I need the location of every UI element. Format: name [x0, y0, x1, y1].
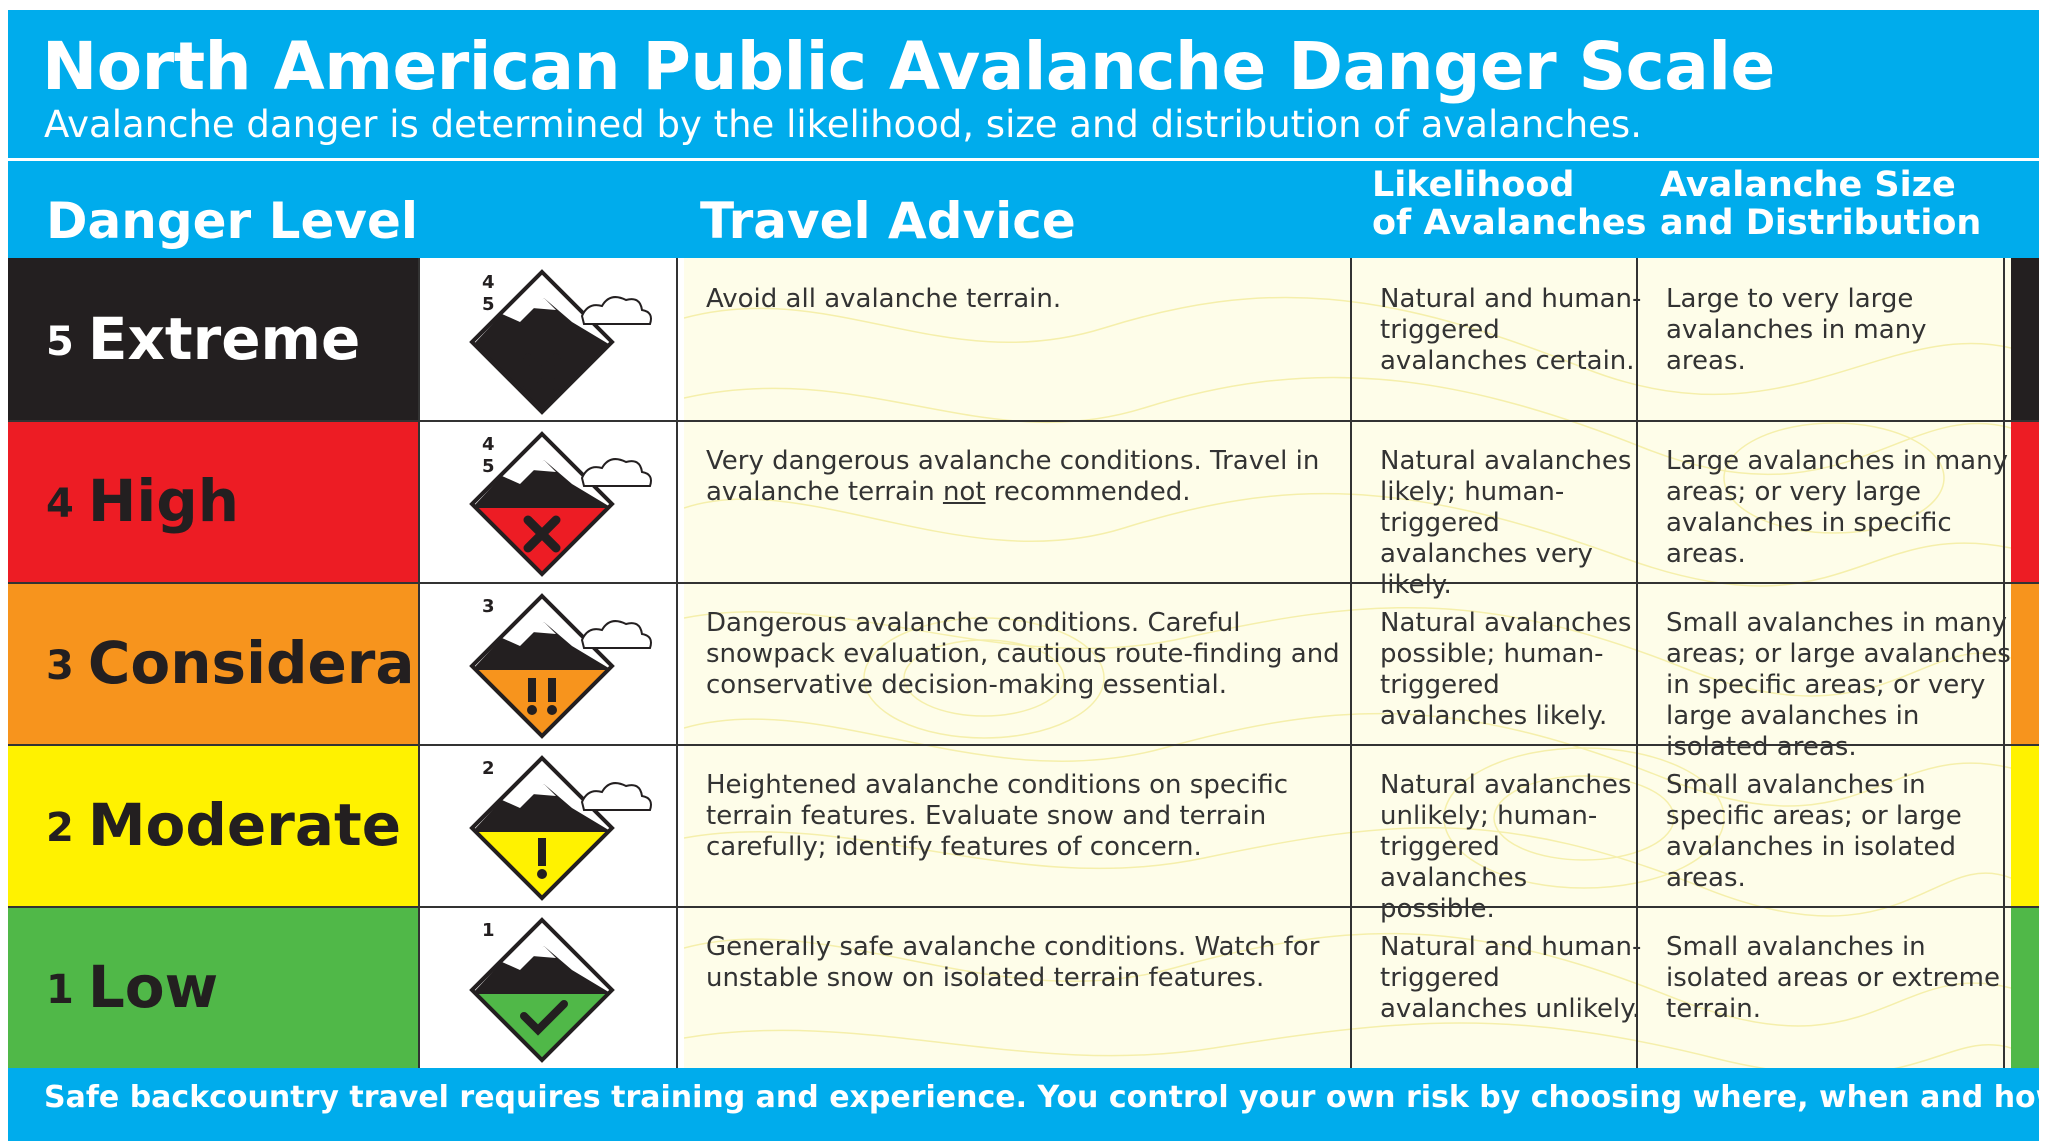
footer-note: Safe backcountry travel requires trainin… [44, 1080, 2047, 1115]
cloud-icon [580, 458, 652, 487]
danger-level-name: Low [87, 953, 219, 1021]
cloud-icon [580, 782, 652, 811]
likelihood-text: Natural avalanches likely; human-trigger… [1380, 446, 1632, 600]
icon-level-label: 3 [482, 596, 495, 617]
size-distribution-text: Small avalanches in isolated areas or ex… [1666, 932, 2001, 1024]
likelihood-text: Natural and human-triggered avalanches u… [1380, 932, 1642, 1024]
header-danger-level: Danger Level [46, 192, 419, 250]
considerable-double-exclamation-icon: 3 [469, 593, 652, 739]
cloud-icon [580, 620, 652, 649]
danger-level-cell: 5 Extreme [8, 258, 420, 420]
danger-icon-cell: 2 [420, 744, 684, 906]
danger-level-number: 1 [46, 967, 74, 1013]
divider-v-4 [1636, 258, 1638, 1068]
low-checkmark-icon: 1 [469, 917, 615, 1063]
size-distribution-text: Small avalanches in specific areas; or l… [1666, 770, 1962, 893]
size-distribution-text: Small avalanches in many areas; or large… [1666, 608, 2011, 762]
danger-level-name: High [87, 467, 240, 535]
moderate-exclamation-icon: 2 [469, 755, 652, 901]
danger-color-strip [2011, 420, 2039, 582]
danger-row-moderate: 2 Moderate 2 Heightened avalanche condit… [8, 744, 2039, 924]
title-divider [8, 158, 2039, 161]
danger-icon-cell: 1 [420, 906, 684, 1068]
size-distribution-text: Large to very large avalanches in many a… [1666, 284, 1927, 376]
high-x-icon: 45 [469, 431, 652, 577]
danger-icon-cell: 3 [420, 582, 684, 744]
header-likelihood: Likelihood of Avalanches [1372, 166, 1647, 242]
icon-level-label-2: 5 [482, 456, 495, 477]
travel-advice-text: Generally safe avalanche conditions. Wat… [706, 932, 1320, 993]
danger-level-number: 4 [46, 481, 74, 527]
extreme-x-icon: 45 [469, 269, 652, 415]
danger-level-cell: 1 Low [8, 906, 420, 1068]
danger-level-number: 2 [46, 805, 74, 851]
icon-level-label: 4 [482, 272, 495, 293]
danger-color-strip [2011, 582, 2039, 744]
topo-map-background [683, 258, 2012, 1076]
icon-level-label-2: 5 [482, 294, 495, 315]
danger-color-strip [2011, 744, 2039, 906]
divider-h-1 [8, 420, 2039, 422]
travel-advice-text: Avoid all avalanche terrain. [706, 284, 1062, 314]
page-subtitle: Avalanche danger is determined by the li… [44, 103, 1642, 146]
travel-advice-text: Very dangerous avalanche conditions. Tra… [706, 446, 1320, 507]
danger-level-number: 5 [46, 319, 74, 365]
cloud-icon [580, 296, 652, 325]
danger-level-cell: 4 High [8, 420, 420, 582]
danger-row-low: 1 Low 1 Generally safe avalanche conditi… [8, 906, 2039, 1068]
danger-level-cell: 2 Moderate [8, 744, 420, 906]
header-size-line1: Avalanche Size [1660, 165, 1956, 205]
emphasis-not: not [942, 477, 986, 507]
danger-color-strip [2011, 906, 2039, 1068]
divider-h-3 [8, 744, 2039, 746]
header-likelihood-line1: Likelihood [1372, 165, 1575, 205]
icon-level-label: 4 [482, 434, 495, 455]
size-distribution-text: Large avalanches in many areas; or very … [1666, 446, 2008, 569]
header-travel-advice: Travel Advice [700, 192, 1076, 250]
travel-advice-text: Dangerous avalanche conditions. Careful … [706, 608, 1340, 700]
danger-row-considerable: 3 Considerable 3 Dangerous avalanche con… [8, 582, 2039, 762]
likelihood-text: Natural avalanches possible; human-trigg… [1380, 608, 1632, 731]
header-size-distribution: Avalanche Size and Distribution [1660, 166, 1981, 242]
divider-v-3 [1350, 258, 1352, 1068]
page-title: North American Public Avalanche Danger S… [42, 28, 1775, 105]
icon-level-label: 2 [482, 758, 495, 779]
divider-h-2 [8, 582, 2039, 584]
divider-v-2 [676, 258, 678, 1068]
danger-color-strip [2011, 258, 2039, 420]
divider-h-4 [8, 906, 2039, 908]
travel-advice-text: Heightened avalanche conditions on speci… [706, 770, 1289, 862]
danger-level-name: Moderate [87, 791, 402, 859]
header-likelihood-line2: of Avalanches [1372, 203, 1647, 243]
header-size-line2: and Distribution [1660, 203, 1982, 243]
danger-level-number: 3 [46, 643, 74, 689]
danger-level-name: Extreme [87, 305, 361, 373]
icon-level-label: 1 [482, 920, 495, 941]
divider-v-1 [418, 258, 420, 1068]
likelihood-text: Natural avalanches unlikely; human-trigg… [1380, 770, 1632, 924]
divider-v-5 [2003, 258, 2005, 1068]
danger-level-cell: 3 Considerable [8, 582, 515, 744]
likelihood-text: Natural and human-triggered avalanches c… [1380, 284, 1642, 376]
